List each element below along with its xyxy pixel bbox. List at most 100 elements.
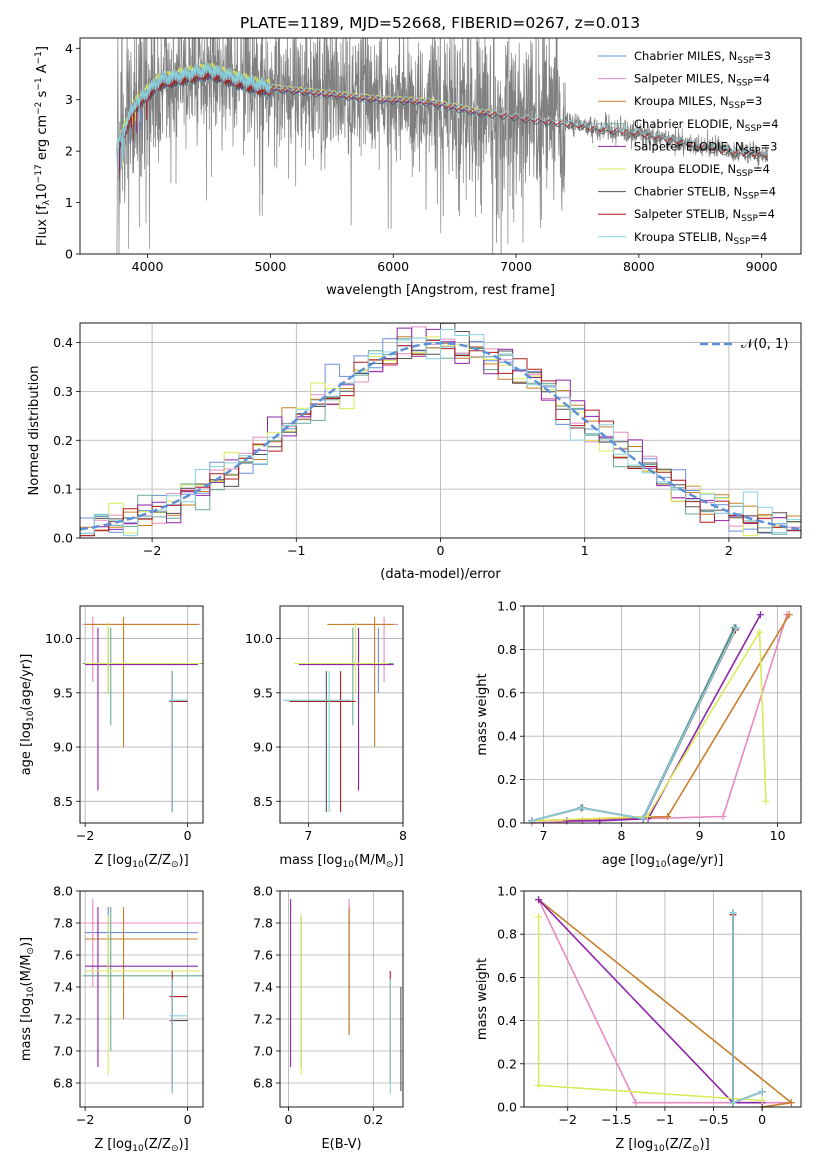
residuals-ytick-label: 0.2	[53, 433, 73, 448]
age_vs_mass-plot-area	[282, 616, 399, 813]
massweight_vs_age-ytick-label: 0.8	[497, 642, 517, 657]
mass_vs_EBV-ytick-label: 6.8	[253, 1076, 273, 1091]
spectrum-xtick-label: 9000	[746, 259, 778, 274]
massweight_vs_Z-series-chabrier-stelib	[732, 912, 763, 1104]
massweight_vs_age-ytick-label: 0.4	[497, 729, 517, 744]
spectrum-ytick-label: 3	[65, 92, 73, 107]
mass_vs_Z-ytick-label: 7.8	[53, 916, 73, 931]
massweight_vs_age-series-salpeter-miles	[531, 614, 788, 824]
spectrum-xtick-label: 8000	[623, 259, 655, 274]
age-vs-z-xlabel: Z [log10(Z/Z⊙)]	[94, 853, 188, 870]
legend-label-kroupa-stelib: Kroupa STELIB, NSSP=4	[634, 230, 767, 247]
residuals-xtick-label: −2	[143, 543, 161, 558]
spectrum-ytick-label: 2	[65, 144, 73, 159]
legend-label-salpeter-miles: Salpeter MILES, NSSP=4	[634, 72, 770, 89]
age_vs_mass-ytick-label: 10.0	[245, 631, 273, 646]
massweight_vs_age-ytick-label: 1.0	[497, 599, 517, 614]
mass_vs_Z-ytick-label: 6.8	[53, 1076, 73, 1091]
mass_vs_EBV-ytick-label: 7.8	[253, 916, 273, 931]
spectrum-plot-area	[116, 38, 769, 254]
massweight_vs_Z-ytick-label: 0.0	[497, 1100, 517, 1115]
massweight_vs_age-frame	[523, 605, 802, 824]
massweight_vs_Z-series-kroupa-stelib	[732, 912, 763, 1104]
residuals-xtick-label: −1	[287, 543, 305, 558]
age_vs_Z-ytick-label: 10.0	[45, 631, 73, 646]
age_vs_mass-ytick-label: 9.0	[253, 740, 273, 755]
mass_vs_EBV-frame	[279, 890, 404, 1108]
residuals-ytick-label: 0.4	[53, 335, 73, 350]
massweight_vs_age-xtick-label: 8	[618, 828, 626, 843]
mass_vs_Z-frame	[79, 890, 204, 1108]
spectrum-ylabel: Flux [fλ10−17 erg cm−2 s−1 A−1]	[34, 46, 52, 246]
legend-normal-label: 𝒩(0, 1)	[741, 337, 788, 352]
age_vs_Z-xtick-label: 0	[184, 828, 192, 843]
age_vs_Z-frame	[79, 605, 204, 824]
massweight_vs_age-series-kroupa-elodie	[531, 629, 767, 822]
residuals-ylabel: Normed distribution	[27, 366, 42, 496]
massweight_vs_age-xtick-label: 7	[540, 828, 548, 843]
massweight_vs_age-ytick-label: 0.0	[497, 816, 517, 831]
mass_vs_Z-xtick-label: −2	[76, 1112, 94, 1127]
spectrum-xtick-label: 7000	[500, 259, 532, 274]
mass_vs_EBV-xtick-label: 0	[285, 1112, 293, 1127]
legend-label-chabrier-stelib: Chabrier STELIB, NSSP=4	[634, 185, 776, 202]
age-vs-z-ylabel: age [log10(age/yr)]	[19, 654, 36, 776]
mass_vs_EBV-xtick-label: 0.2	[363, 1112, 383, 1127]
residuals-ytick-label: 0.3	[53, 384, 73, 399]
massweight_vs_age-series-kroupa-stelib	[531, 627, 737, 822]
mass-vs-z-xlabel: Z [log10(Z/Z⊙)]	[94, 1137, 188, 1154]
legend-label-kroupa-elodie: Kroupa ELODIE, NSSP=4	[634, 162, 770, 179]
mass_vs_EBV-ytick-label: 7.0	[253, 1044, 273, 1059]
massweight_vs_age-ytick-label: 0.6	[497, 685, 517, 700]
legend-label-kroupa-miles: Kroupa MILES, NSSP=3	[634, 94, 762, 111]
massweight_vs_age-xlabel: age [log10(age/yr)]	[602, 853, 724, 870]
age_vs_Z-ytick-label: 8.5	[53, 794, 73, 809]
age_vs_Z-ytick-label: 9.5	[53, 685, 73, 700]
mass-vs-z-ylabel: mass [log10(M/M⊙)]	[19, 937, 36, 1061]
massweight_vs_age-xtick-label: 9	[696, 828, 704, 843]
massweight_vs_Z-ytick-label: 0.4	[497, 1013, 517, 1028]
spectrum-xtick-label: 6000	[377, 259, 409, 274]
massweight_vs_age-ylabel: mass weight	[475, 673, 490, 755]
mass_vs_Z-plot-area	[82, 899, 203, 1095]
age-vs-mass-xlabel: mass [log10(M/M⊙)]	[279, 853, 403, 870]
massweight_vs_Z-xtick-label: −1	[656, 1112, 674, 1127]
massweight_vs_Z-ytick-label: 0.2	[497, 1056, 517, 1071]
legend-label-salpeter-elodie: Salpeter ELODIE, NSSP=3	[634, 139, 777, 156]
mass_vs_Z-ytick-label: 8.0	[53, 884, 73, 899]
massweight_vs_age-ytick-label: 0.2	[497, 772, 517, 787]
mass_vs_EBV-ytick-label: 8.0	[253, 884, 273, 899]
residuals-ytick-label: 0.0	[53, 531, 73, 546]
mass_vs_Z-ytick-label: 7.4	[53, 980, 73, 995]
residuals-xtick-label: 0	[437, 543, 445, 558]
mass_vs_Z-xtick-label: 0	[184, 1112, 192, 1127]
massweight_vs_Z-series-chabrier-miles	[732, 912, 763, 1104]
age_vs_Z-ytick-label: 9.0	[53, 740, 73, 755]
age_vs_Z-xtick-label: −2	[76, 828, 94, 843]
massweight_vs_age-series-chabrier-stelib	[531, 627, 737, 822]
residuals-ytick-label: 0.1	[53, 482, 73, 497]
massweight_vs_Z-frame	[523, 890, 802, 1108]
spectrum-xlabel: wavelength [Angstrom, rest frame]	[326, 283, 555, 298]
spectrum-ytick-label: 0	[65, 247, 73, 262]
spectrum-xtick-label: 5000	[254, 259, 286, 274]
mass_vs_EBV-ytick-label: 7.6	[253, 948, 273, 963]
age_vs_Z-plot-area	[82, 616, 203, 813]
massweight_vs_age-series-salpeter-stelib	[531, 629, 737, 822]
spectrum-data-line	[116, 38, 769, 254]
spectrum-model-kroupa-stelib	[116, 62, 768, 179]
figure-title: PLATE=1189, MJD=52668, FIBERID=0267, z=0…	[240, 14, 640, 32]
age_vs_mass-ytick-label: 9.5	[253, 685, 273, 700]
spectrum-xtick-label: 4000	[132, 259, 164, 274]
massweight_vs_age-series-salpeter-elodie	[566, 614, 762, 822]
massweight_vs_Z-series-chabrier-elodie	[732, 912, 763, 1104]
massweight_vs_Z-series-kroupa-elodie	[537, 916, 763, 1102]
age_vs_mass-frame	[279, 605, 404, 824]
residuals-plot-area	[80, 323, 801, 537]
residuals-xtick-label: 2	[725, 543, 733, 558]
legend-label-chabrier-miles: Chabrier MILES, NSSP=3	[634, 49, 771, 66]
residuals-normal-curve	[80, 341, 801, 531]
massweight_vs_Z-ytick-label: 0.6	[497, 970, 517, 985]
massweight_vs_age-xtick-label: 10	[770, 828, 786, 843]
